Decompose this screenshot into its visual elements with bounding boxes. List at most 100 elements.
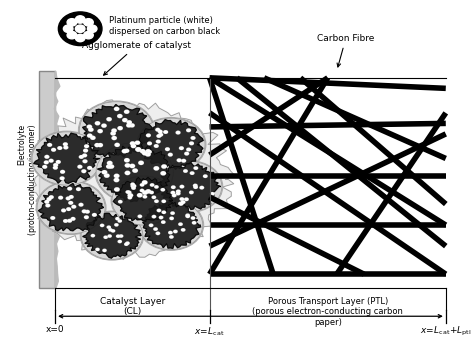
Circle shape xyxy=(149,224,154,227)
Circle shape xyxy=(75,25,85,32)
Circle shape xyxy=(130,182,135,186)
Circle shape xyxy=(150,183,155,187)
Text: Platinum particle (white)
dispersed on carbon black: Platinum particle (white) dispersed on c… xyxy=(109,16,220,36)
Circle shape xyxy=(127,191,131,194)
Circle shape xyxy=(58,196,63,200)
Circle shape xyxy=(193,185,198,189)
Circle shape xyxy=(191,216,195,220)
Circle shape xyxy=(107,161,113,165)
Circle shape xyxy=(170,211,175,215)
Circle shape xyxy=(69,195,74,199)
Circle shape xyxy=(46,197,52,201)
Circle shape xyxy=(130,184,137,188)
Circle shape xyxy=(112,176,175,225)
Circle shape xyxy=(165,147,170,151)
Circle shape xyxy=(111,128,117,133)
Circle shape xyxy=(158,133,163,137)
Circle shape xyxy=(122,149,128,153)
Circle shape xyxy=(180,197,184,201)
Text: x=0: x=0 xyxy=(46,325,64,334)
Circle shape xyxy=(128,193,133,197)
Circle shape xyxy=(156,161,222,212)
Circle shape xyxy=(31,131,102,186)
Circle shape xyxy=(142,190,148,195)
Circle shape xyxy=(36,181,106,234)
Circle shape xyxy=(87,25,97,32)
Circle shape xyxy=(78,101,155,160)
Circle shape xyxy=(192,221,197,225)
Circle shape xyxy=(98,143,103,147)
Text: Carbon Fibre: Carbon Fibre xyxy=(317,34,374,67)
Circle shape xyxy=(186,147,191,151)
Circle shape xyxy=(68,201,73,205)
Circle shape xyxy=(154,166,159,171)
Circle shape xyxy=(75,16,85,23)
Circle shape xyxy=(118,219,122,223)
Circle shape xyxy=(179,146,184,150)
Circle shape xyxy=(95,121,100,125)
Circle shape xyxy=(168,231,173,234)
Text: Porous Transport Layer (PTL)
(porous electron-conducting carbon
paper): Porous Transport Layer (PTL) (porous ele… xyxy=(252,297,403,327)
Circle shape xyxy=(87,133,92,138)
Circle shape xyxy=(85,210,90,214)
Circle shape xyxy=(154,185,159,189)
Circle shape xyxy=(169,216,174,220)
Circle shape xyxy=(142,151,148,156)
Circle shape xyxy=(176,192,181,195)
Circle shape xyxy=(193,184,198,187)
Text: $x\!=\!L_{\rm cat}\!+\!L_{\rm ptl}$: $x\!=\!L_{\rm cat}\!+\!L_{\rm ptl}$ xyxy=(420,325,472,338)
Circle shape xyxy=(180,185,184,188)
Circle shape xyxy=(64,25,73,32)
Polygon shape xyxy=(28,100,235,259)
Circle shape xyxy=(130,141,136,146)
Circle shape xyxy=(159,216,164,219)
Circle shape xyxy=(129,164,135,168)
Circle shape xyxy=(44,200,49,204)
Circle shape xyxy=(138,200,204,250)
Circle shape xyxy=(114,107,119,111)
Circle shape xyxy=(176,189,181,193)
Circle shape xyxy=(140,183,145,187)
Circle shape xyxy=(47,143,52,147)
Circle shape xyxy=(91,234,95,237)
Circle shape xyxy=(46,203,50,207)
Circle shape xyxy=(90,136,96,140)
Circle shape xyxy=(108,228,113,232)
Circle shape xyxy=(183,169,188,173)
Circle shape xyxy=(67,31,77,39)
Circle shape xyxy=(60,170,65,174)
Circle shape xyxy=(185,214,190,217)
Circle shape xyxy=(158,130,163,133)
Circle shape xyxy=(79,155,84,159)
Circle shape xyxy=(63,142,68,146)
Circle shape xyxy=(66,207,71,211)
Circle shape xyxy=(131,186,136,190)
Circle shape xyxy=(60,176,64,180)
Circle shape xyxy=(169,235,173,239)
Polygon shape xyxy=(34,133,100,183)
Circle shape xyxy=(103,235,108,239)
Circle shape xyxy=(107,226,111,229)
Circle shape xyxy=(102,249,107,252)
Circle shape xyxy=(71,217,75,221)
Circle shape xyxy=(64,145,68,150)
Circle shape xyxy=(83,149,88,152)
Polygon shape xyxy=(82,213,141,258)
Circle shape xyxy=(95,142,174,203)
Circle shape xyxy=(87,125,92,129)
Circle shape xyxy=(118,240,122,243)
Circle shape xyxy=(190,171,194,175)
Circle shape xyxy=(161,220,165,224)
Circle shape xyxy=(63,219,68,223)
Circle shape xyxy=(67,19,77,26)
Circle shape xyxy=(45,155,49,159)
Circle shape xyxy=(118,200,123,203)
Circle shape xyxy=(162,210,166,214)
Circle shape xyxy=(138,161,144,165)
Circle shape xyxy=(179,202,183,206)
Circle shape xyxy=(146,189,151,194)
Circle shape xyxy=(84,31,93,39)
Circle shape xyxy=(49,159,54,163)
Circle shape xyxy=(126,123,132,127)
Circle shape xyxy=(178,202,183,206)
